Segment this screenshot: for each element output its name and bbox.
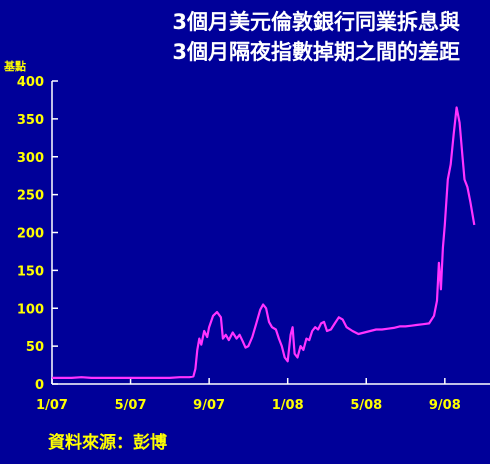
x-tick-label: 9/07 <box>193 398 225 413</box>
y-tick-label: 150 <box>17 264 44 279</box>
y-axis-unit-label: 基點 <box>4 60 26 73</box>
y-tick-label: 100 <box>17 302 44 317</box>
y-tick-label: 200 <box>17 227 44 242</box>
x-tick-label: 1/07 <box>36 398 68 413</box>
y-tick-label: 0 <box>35 378 44 393</box>
x-tick-label: 9/08 <box>429 398 461 413</box>
y-tick-label: 300 <box>17 151 44 166</box>
y-tick-label: 250 <box>17 189 44 204</box>
x-tick-label: 1/08 <box>272 398 304 413</box>
y-tick-label: 350 <box>17 113 44 128</box>
y-tick-label: 50 <box>26 340 44 355</box>
source-label: 資料來源：彭博 <box>48 433 167 453</box>
series-line <box>52 106 476 379</box>
chart-title-line-1: 3個月美元倫敦銀行同業拆息與 <box>172 10 460 34</box>
x-tick-label: 5/07 <box>115 398 147 413</box>
y-tick-label: 400 <box>17 75 44 90</box>
x-tick-label: 5/08 <box>350 398 382 413</box>
chart-title-line-2: 3個月隔夜指數掉期之間的差距 <box>172 40 460 64</box>
